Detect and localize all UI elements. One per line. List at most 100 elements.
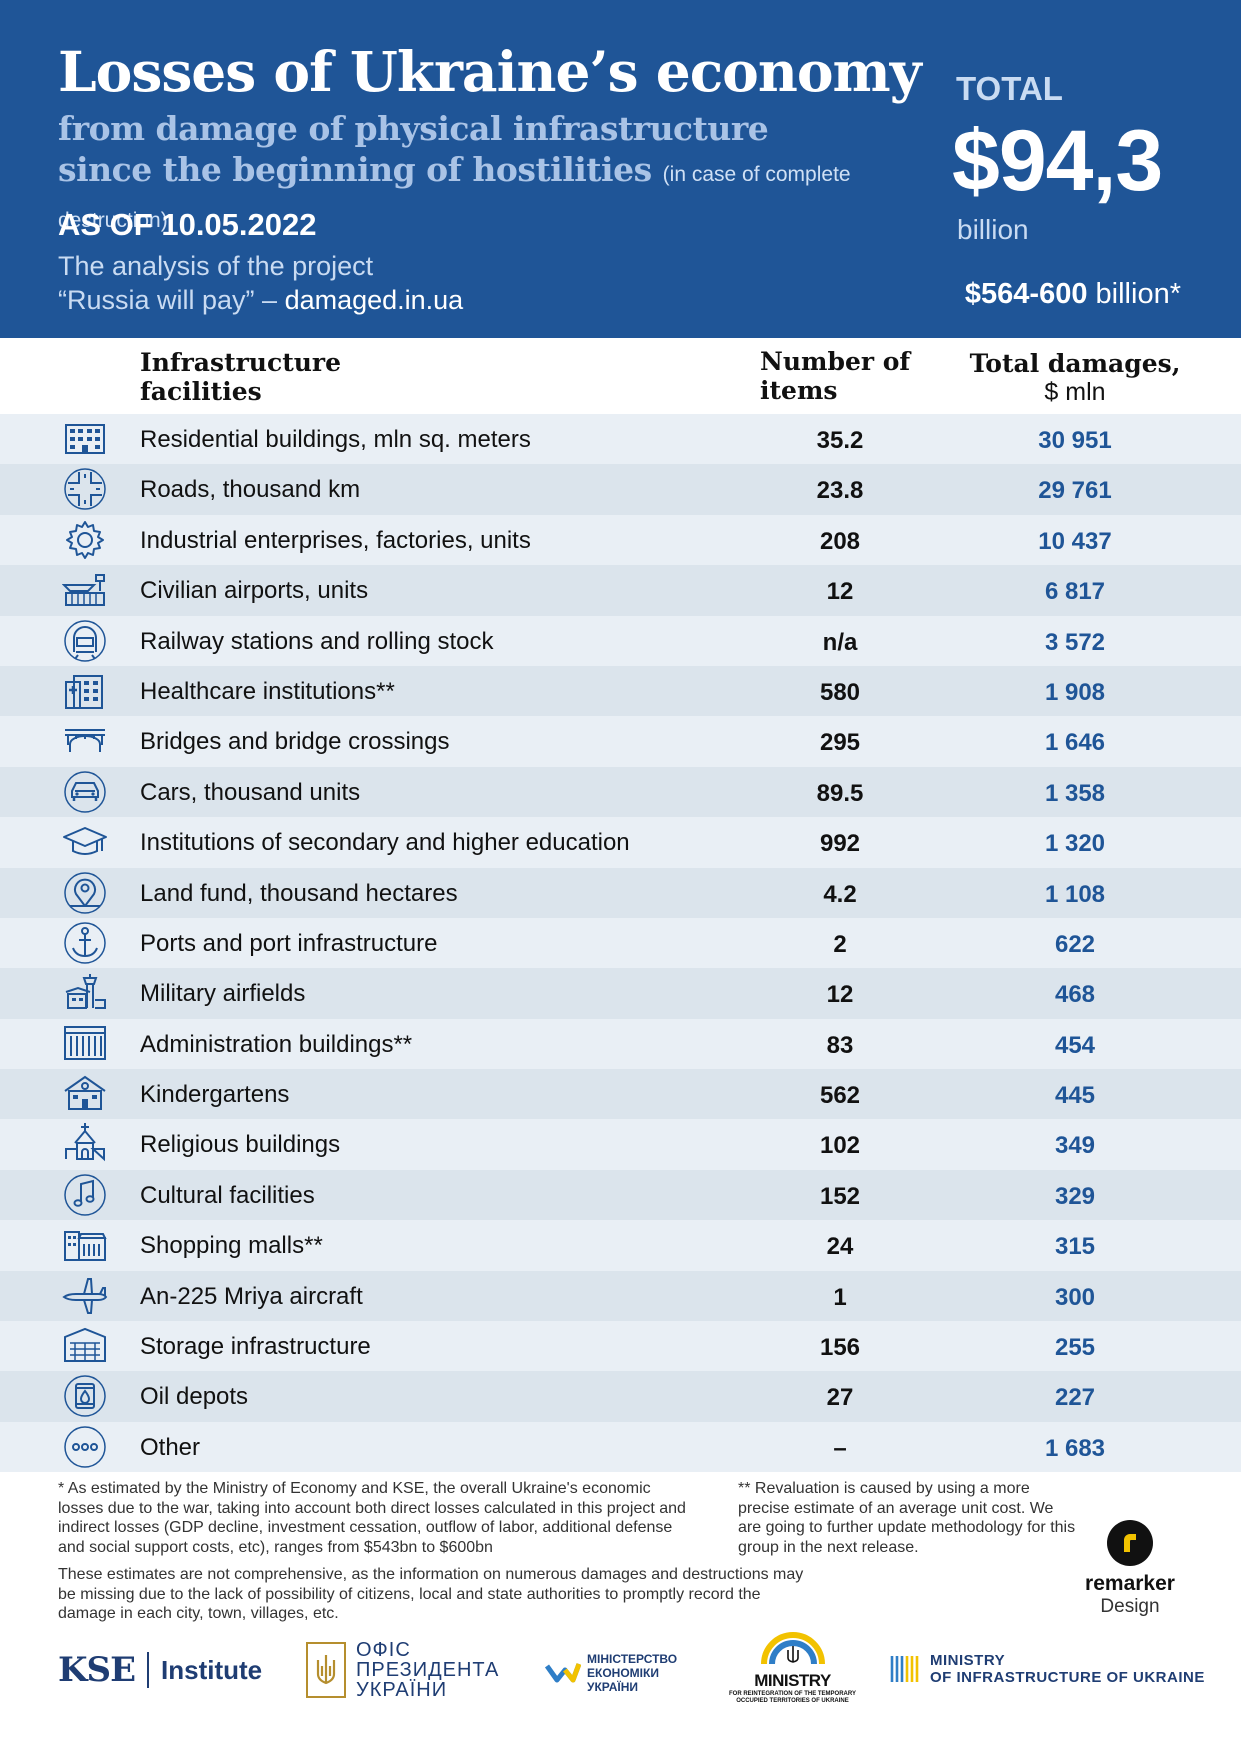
subtitle-text: from damage of physical infrastructure s… [58, 109, 769, 189]
damage-value: 1 683 [1044, 1434, 1106, 1462]
trident-icon [306, 1642, 346, 1698]
me-line-2: ЕКОНОМІКИ [587, 1666, 659, 1680]
damage-value: 329 [1054, 1182, 1096, 1210]
damage-value: 300 [1054, 1283, 1096, 1311]
item-count: 89.5 [816, 779, 864, 807]
footnote-disclaimer: These estimates are not comprehensive, a… [58, 1566, 804, 1622]
table-row: Roads, thousand km 23.8 29 761 [0, 464, 1241, 515]
warehouse-icon [58, 1323, 112, 1369]
facility-name: Cars, thousand units [140, 778, 361, 806]
apartment-building-icon [58, 416, 112, 462]
item-count: 2 [833, 930, 847, 958]
overall-loss-range: $564-600 billion* [965, 278, 1181, 311]
item-count: 1 [833, 1283, 847, 1311]
item-count: 12 [826, 578, 854, 606]
damage-value: 1 646 [1044, 729, 1106, 757]
page-subtitle: from damage of physical infrastructure s… [58, 108, 858, 241]
facility-name: An-225 Mriya aircraft [140, 1282, 363, 1310]
kse-sub: Institute [161, 1654, 263, 1685]
project-link[interactable]: damaged.in.ua [284, 285, 464, 315]
mi-line-2: OF INFRASTRUCTURE OF UKRAINE [930, 1669, 1205, 1686]
table-row: An-225 Mriya aircraft 1 300 [0, 1270, 1241, 1322]
facility-name: Civilian airports, units [140, 577, 369, 605]
total-value: $94,3 [952, 113, 1163, 209]
damage-table: Residential buildings, mln sq. meters 35.… [0, 414, 1241, 1473]
office-of-president-logo: ОФІС ПРЕЗИДЕНТА УКРАЇНИ [306, 1640, 499, 1700]
column-header-count: Number of items [760, 347, 911, 405]
facility-name: Ports and port infrastructure [140, 929, 438, 957]
total-unit: billion [957, 214, 1029, 245]
item-count: 23.8 [816, 477, 864, 505]
table-row: Civilian airports, units 12 6 817 [0, 565, 1241, 616]
table-row: Religious buildings 102 349 [0, 1119, 1241, 1170]
facility-name: Cultural facilities [140, 1181, 315, 1209]
item-count: 35.2 [816, 427, 864, 454]
table-row: Oil depots 27 227 [0, 1371, 1241, 1422]
damage-value: 445 [1054, 1082, 1096, 1110]
ellipsis-icon [58, 1424, 112, 1470]
bridge-icon [58, 718, 112, 764]
ministry-infrastructure-logo: MINISTRY OF INFRASTRUCTURE OF UKRAINE [890, 1652, 1205, 1686]
kse-divider [147, 1652, 150, 1688]
ministry-economy-mark-icon [545, 1663, 581, 1683]
designer-credit: remarker Design [1070, 1520, 1190, 1618]
kindergarten-icon [58, 1071, 112, 1117]
me-line-1: МІНІСТЕРСТВО [587, 1652, 678, 1666]
table-row: Bridges and bridge crossings 295 1 646 [0, 716, 1241, 767]
office-of-president-text: ОФІС ПРЕЗИДЕНТА УКРАЇНИ [356, 1640, 499, 1700]
location-pin-icon [58, 870, 112, 916]
analysis-line-1: The analysis of the project [58, 251, 374, 281]
facility-name: Railway stations and rolling stock [140, 627, 494, 655]
anchor-icon [58, 920, 112, 966]
train-icon [58, 618, 112, 664]
damage-value: 10 437 [1038, 527, 1112, 555]
column-header-damage: Total damages, $ mln [960, 349, 1190, 407]
facility-name: Residential buildings, mln sq. meters [140, 426, 531, 453]
item-count: – [833, 1434, 847, 1462]
designer-sub: Design [1100, 1596, 1160, 1617]
office-line-1: ОФІС [356, 1639, 411, 1661]
item-count: n/a [822, 628, 858, 656]
facility-name: Roads, thousand km [140, 476, 361, 504]
table-row: Healthcare institutions** 580 1 908 [0, 665, 1241, 717]
damage-value: 30 951 [1038, 427, 1112, 454]
facility-name: Bridges and bridge crossings [140, 728, 450, 756]
table-row: Industrial enterprises, factories, units… [0, 514, 1241, 566]
car-icon [58, 769, 112, 815]
damage-value: 29 761 [1038, 477, 1112, 505]
airport-icon [58, 567, 112, 613]
remarker-logo-icon [1107, 1520, 1153, 1566]
table-row: Administration buildings** 83 454 [0, 1018, 1241, 1070]
table-row: Cars, thousand units 89.5 1 358 [0, 766, 1241, 818]
analysis-prefix: “Russia will pay” – [58, 285, 285, 315]
footnote-revaluation: ** Revaluation is caused by using a more… [738, 1480, 1076, 1556]
oil-tank-icon [58, 1373, 112, 1419]
item-count: 24 [826, 1233, 854, 1261]
item-count: 12 [826, 981, 854, 1009]
facility-name: Kindergartens [140, 1081, 290, 1109]
ministry-reintegration-logo: MINISTRY FOR REINTEGRATION OF THE TEMPOR… [725, 1632, 860, 1705]
ministry-infrastructure-text: MINISTRY OF INFRASTRUCTURE OF UKRAINE [930, 1652, 1205, 1686]
header-banner: Losses of Ukraine’s economy from damage … [0, 0, 1241, 338]
item-count: 580 [819, 678, 861, 706]
table-row: Other – 1 683 [0, 1421, 1241, 1473]
mi-line-1: MINISTRY [930, 1652, 1006, 1669]
facility-name: Oil depots [140, 1383, 249, 1411]
road-intersection-icon [58, 466, 112, 512]
office-line-3: УКРАЇНИ [356, 1679, 448, 1701]
subtitle-note: (in case of complete destruction) [58, 163, 851, 232]
table-row: Shopping malls** 24 315 [0, 1220, 1241, 1271]
government-building-icon [58, 1021, 112, 1067]
ministry-economy-logo: МІНІСТЕРСТВО ЕКОНОМІКИ УКРАЇНИ [545, 1652, 677, 1694]
damage-value: 622 [1054, 930, 1096, 958]
facility-name: Shopping malls** [140, 1232, 323, 1260]
kse-logo: KSE Institute [58, 1650, 262, 1690]
facility-name: Industrial enterprises, factories, units [140, 526, 531, 554]
gear-icon [58, 517, 112, 563]
range-unit: billion* [1095, 278, 1181, 310]
designer-brand: remarker [1085, 1572, 1175, 1595]
facility-name: Administration buildings** [140, 1030, 413, 1058]
item-count: 156 [819, 1334, 861, 1362]
facility-name: Other [140, 1433, 201, 1461]
item-count: 208 [819, 527, 861, 555]
